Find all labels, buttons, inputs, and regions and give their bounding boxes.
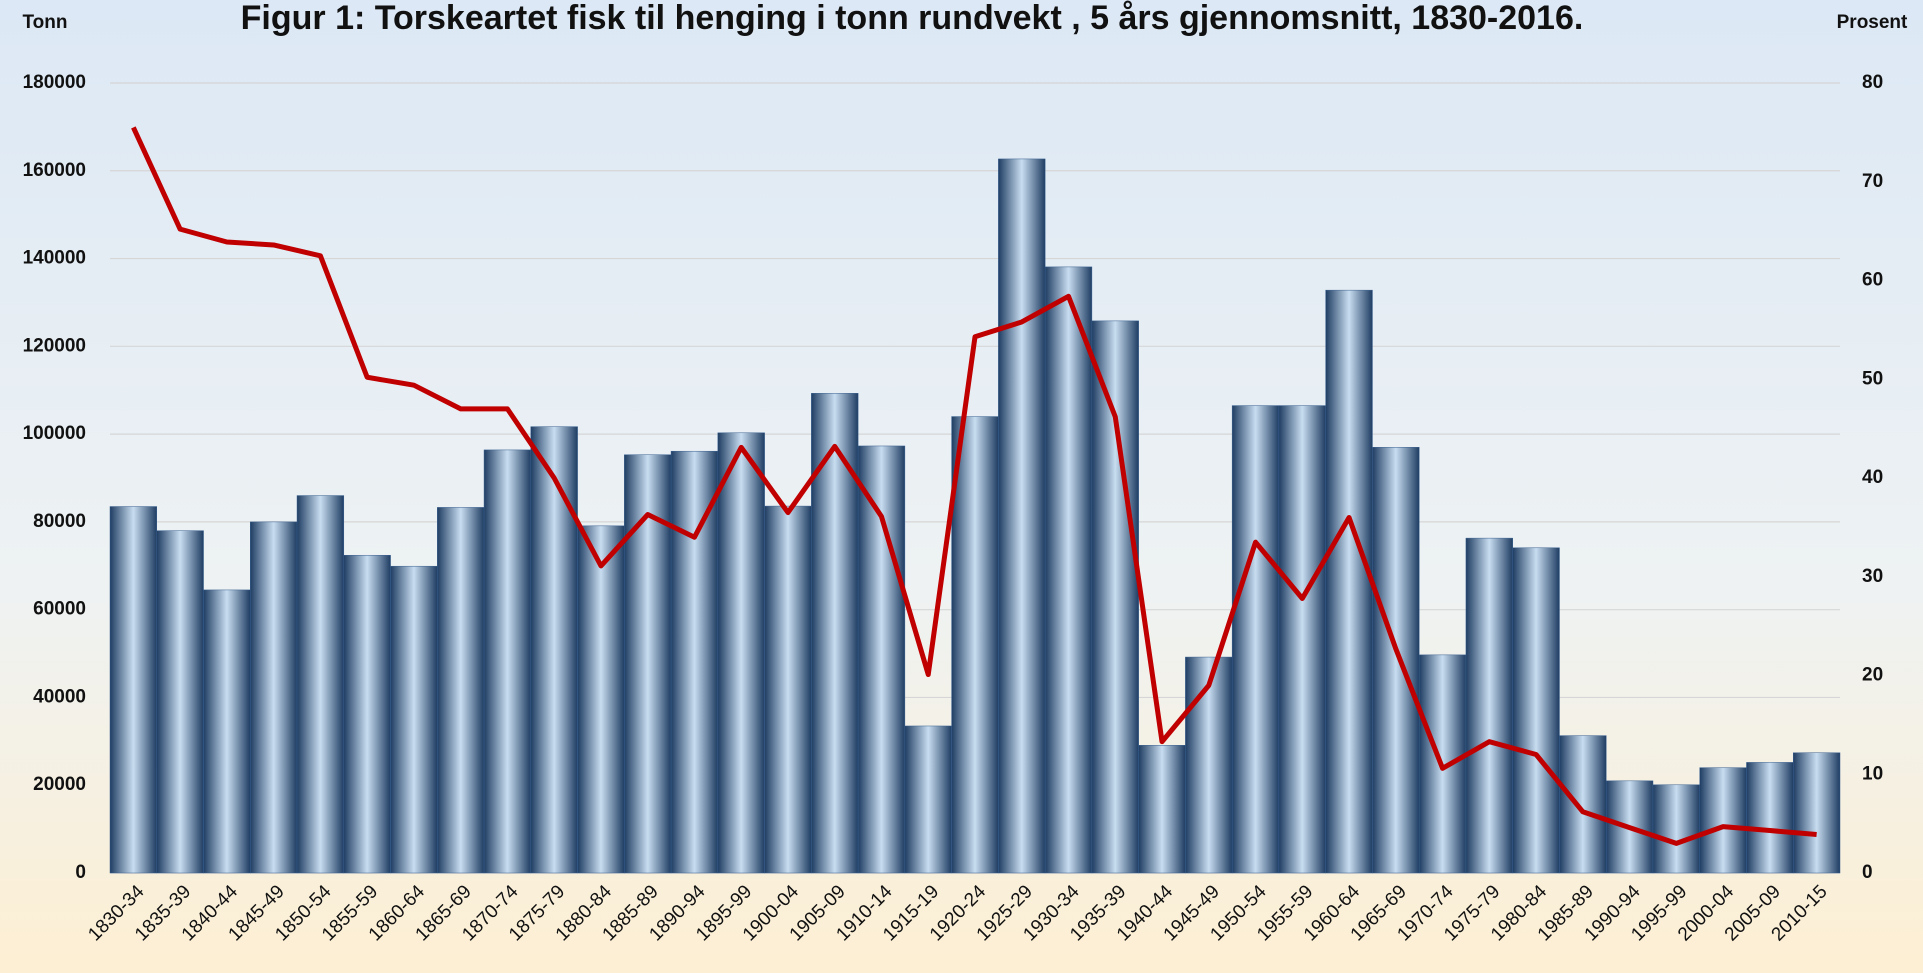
y2-tick-label: 50 <box>1862 368 1883 389</box>
bar <box>437 507 485 874</box>
bar <box>1746 762 1794 874</box>
bar <box>203 589 251 874</box>
y-tick-label: 40000 <box>33 686 86 707</box>
y-axis-label: Tonn <box>22 12 67 33</box>
bar <box>1465 537 1513 874</box>
bar <box>296 495 345 874</box>
bar <box>483 449 532 874</box>
bar <box>1559 735 1607 874</box>
y-tick-label: 0 <box>75 862 86 883</box>
bar <box>1278 405 1326 874</box>
bar <box>250 521 298 874</box>
y2-tick-label: 30 <box>1862 566 1883 587</box>
bar <box>1652 784 1700 874</box>
bar <box>670 450 719 874</box>
bar <box>998 158 1046 874</box>
y2-tick-label: 20 <box>1862 665 1883 686</box>
bar <box>1512 547 1560 874</box>
bar <box>156 530 204 874</box>
y2-tick-label: 80 <box>1862 72 1883 93</box>
bar <box>1325 289 1373 874</box>
y-tick-label: 180000 <box>23 72 86 93</box>
line <box>131 126 1817 846</box>
bar <box>904 725 952 874</box>
y-tick-label: 140000 <box>23 248 86 269</box>
y2-tick-label: 60 <box>1862 270 1883 291</box>
bar <box>764 505 812 874</box>
bar <box>857 445 906 874</box>
y2-tick-label: 10 <box>1862 763 1883 784</box>
bar <box>1372 447 1420 874</box>
bar <box>1138 745 1186 874</box>
bar <box>1185 656 1233 874</box>
bar <box>1699 767 1747 874</box>
bar <box>1231 405 1280 874</box>
y2-tick-label: 0 <box>1862 862 1873 883</box>
bar <box>1091 320 1139 874</box>
y-tick-label: 160000 <box>23 160 86 181</box>
bar <box>109 506 158 874</box>
bar <box>1044 266 1093 874</box>
y-tick-label: 100000 <box>23 423 86 444</box>
bar <box>951 416 999 874</box>
bar <box>530 426 578 874</box>
bar <box>343 554 391 874</box>
chart-title: Figur 1: Torskeartet fisk til henging i … <box>241 0 1584 37</box>
y2-tick-label: 40 <box>1862 467 1883 488</box>
y-tick-label: 20000 <box>33 774 86 795</box>
bar <box>1792 752 1841 874</box>
bar <box>717 432 765 874</box>
y2-axis-label: Prosent <box>1837 12 1908 33</box>
bar <box>390 565 438 874</box>
y-tick-label: 120000 <box>23 335 86 356</box>
y2-tick-label: 70 <box>1862 171 1883 192</box>
bar <box>577 525 625 874</box>
y-tick-label: 60000 <box>33 599 86 620</box>
y-tick-label: 80000 <box>33 511 86 532</box>
